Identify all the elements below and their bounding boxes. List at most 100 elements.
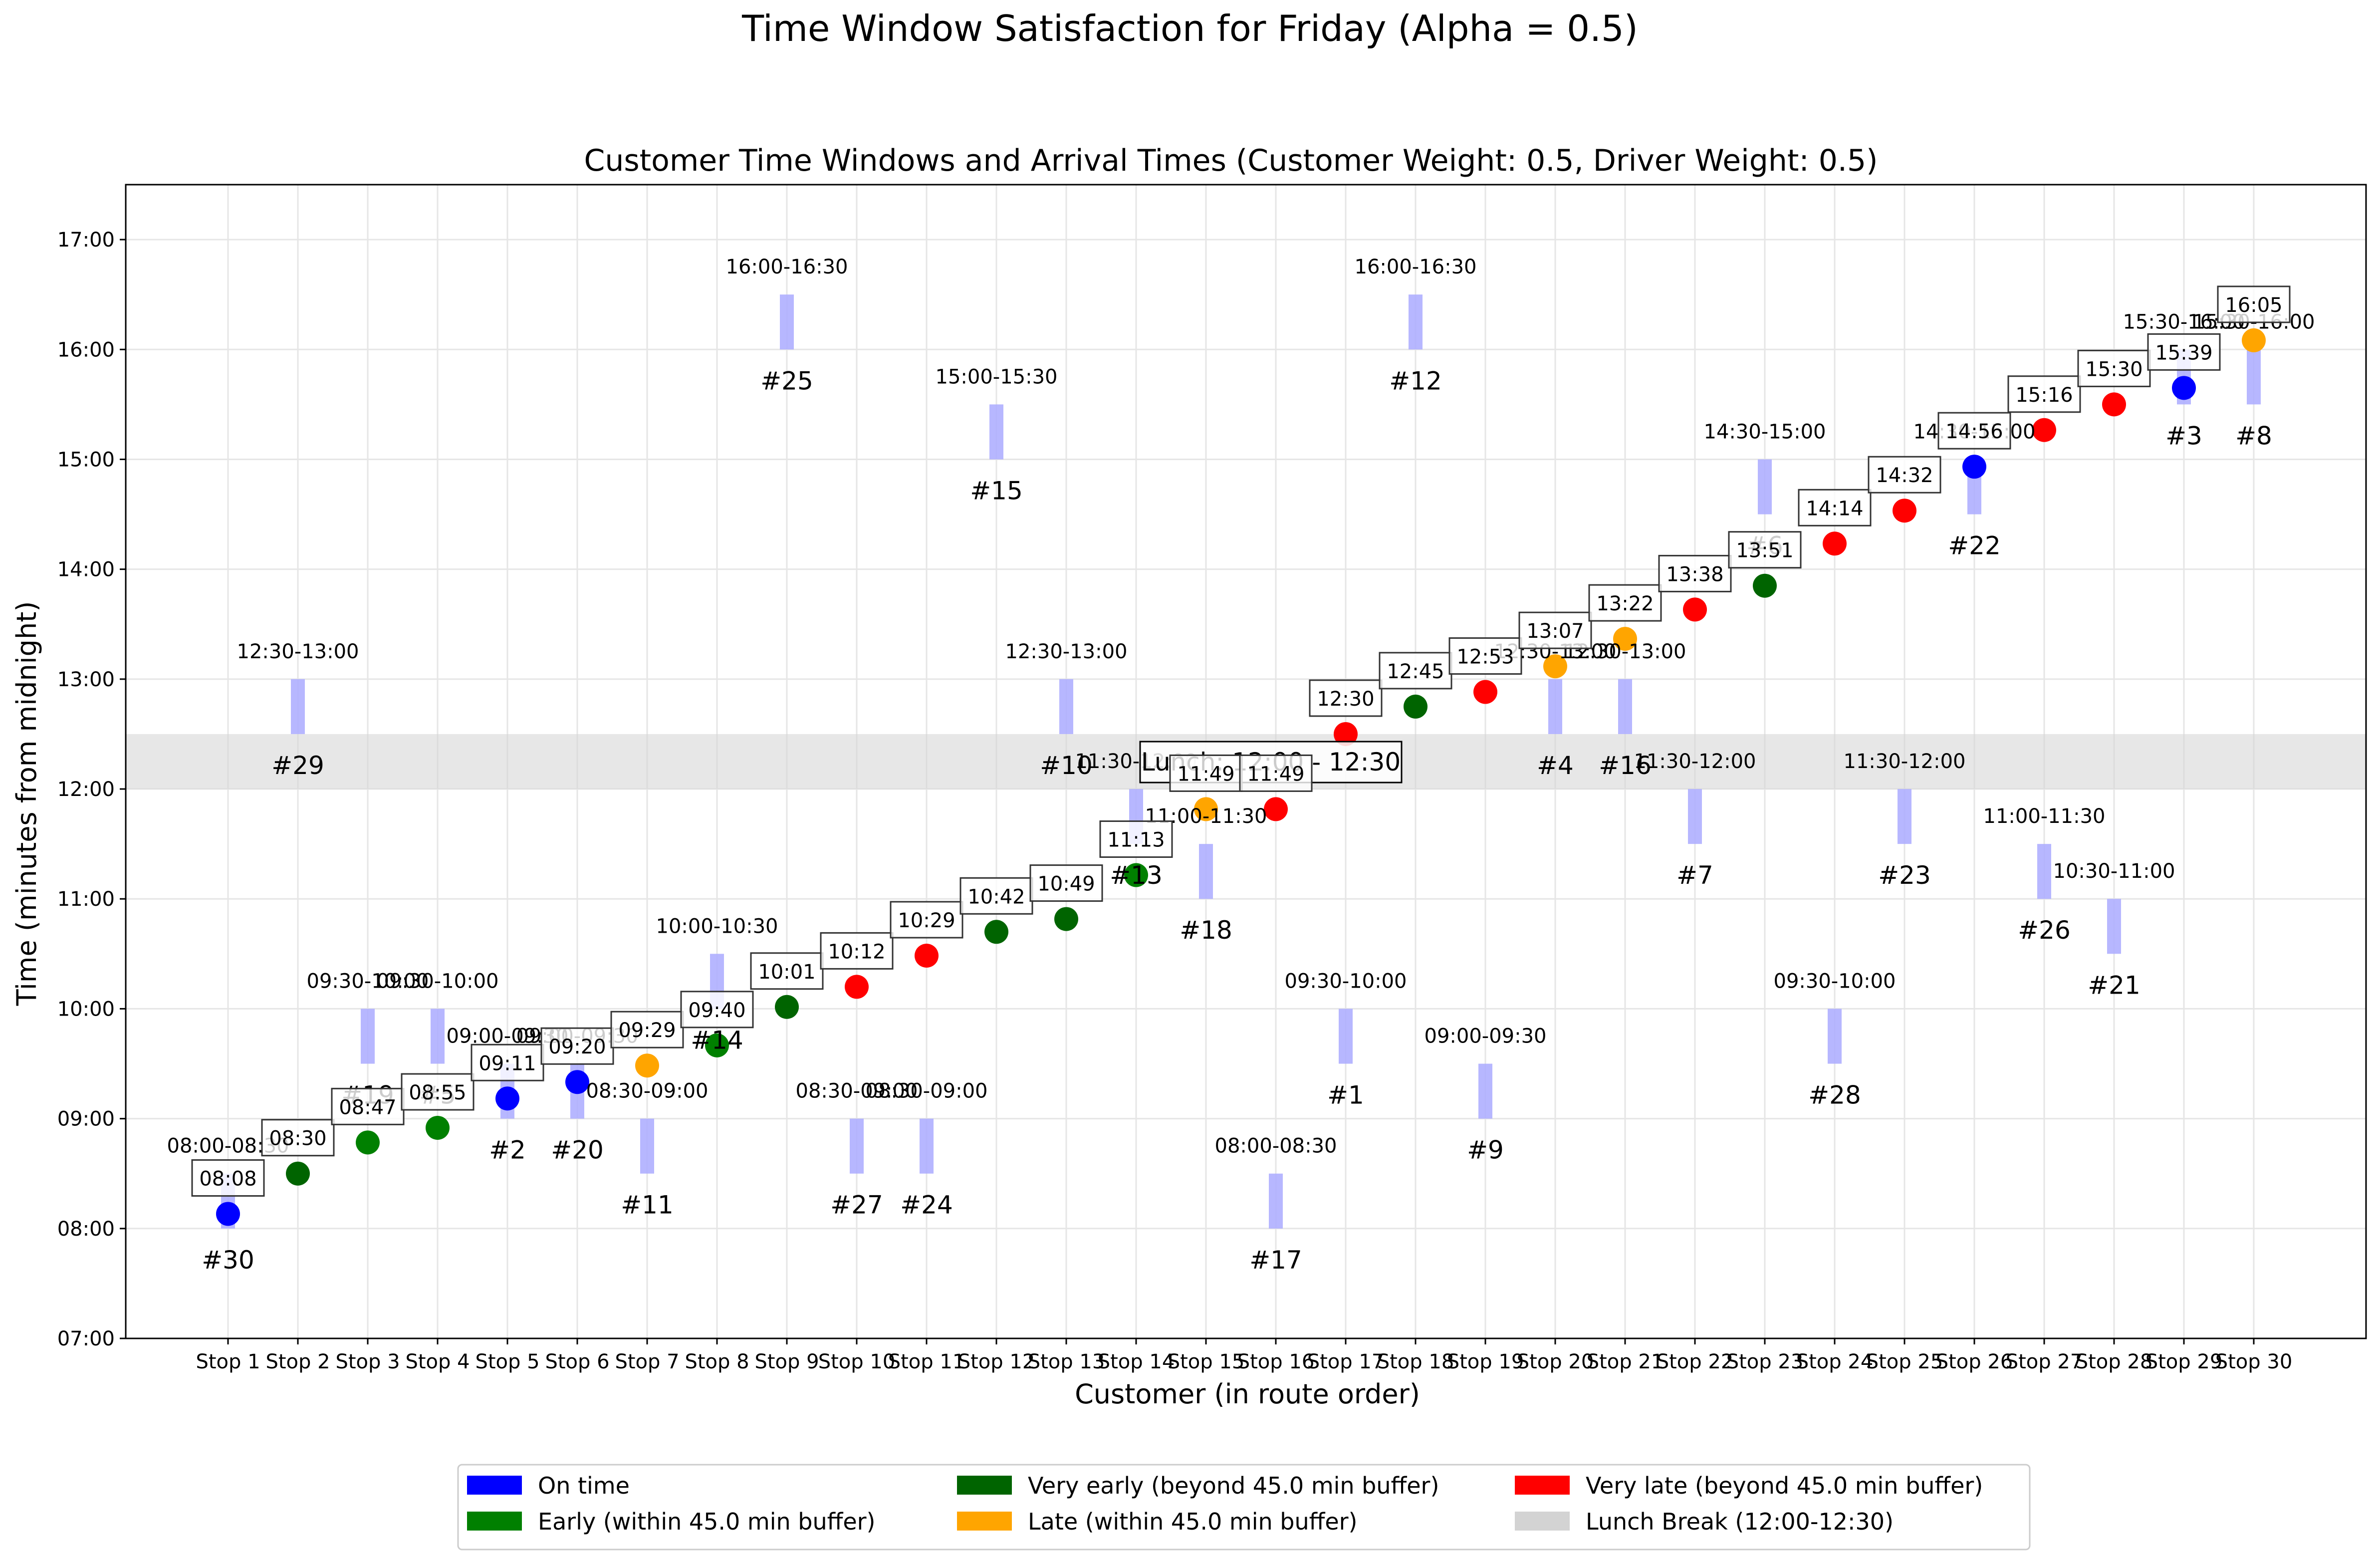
y-tick-label: 08:00 bbox=[57, 1218, 115, 1241]
arrival-label-box bbox=[1379, 652, 1452, 690]
y-tick-label: 12:00 bbox=[57, 778, 115, 801]
arrival-label-box bbox=[1588, 584, 1662, 622]
arrival-point bbox=[1124, 863, 1148, 887]
time-window-bar bbox=[640, 1118, 654, 1174]
time-window-label: 16:00-16:30 bbox=[726, 256, 848, 278]
customer-label: #29 bbox=[271, 751, 324, 780]
customer-label: #4 bbox=[1537, 751, 1574, 780]
arrival-time-label: 11:49 bbox=[1247, 763, 1304, 785]
customer-label: #22 bbox=[1948, 531, 2001, 560]
time-window-bar bbox=[1339, 1009, 1353, 1064]
customer-label: #16 bbox=[1599, 751, 1652, 780]
arrival-time-label: 11:49 bbox=[1177, 763, 1234, 785]
x-tick-label: Stop 16 bbox=[1237, 1350, 1315, 1373]
arrival-time-label: 11:13 bbox=[1107, 829, 1165, 852]
arrival-label-box bbox=[401, 1073, 475, 1111]
arrival-point bbox=[1613, 627, 1637, 651]
arrival-point-layer bbox=[216, 328, 2266, 1226]
time-window-bar bbox=[1898, 789, 1911, 844]
time-window-bar bbox=[1828, 1009, 1842, 1064]
arrival-point bbox=[565, 1070, 589, 1094]
x-tick-label: Stop 8 bbox=[685, 1350, 749, 1373]
x-tick-label: Stop 15 bbox=[1168, 1350, 1245, 1373]
customer-label: #11 bbox=[621, 1191, 674, 1220]
legend-label: On time bbox=[538, 1472, 630, 1499]
arrival-time-label: 09:11 bbox=[478, 1052, 536, 1075]
arrival-label-box bbox=[1239, 754, 1313, 792]
time-window-label: 08:30-09:00 bbox=[586, 1080, 709, 1103]
x-tick-label: Stop 6 bbox=[545, 1350, 609, 1373]
arrival-label-box bbox=[820, 932, 894, 970]
time-window-label: 09:30-10:00 bbox=[377, 970, 499, 993]
customer-label: #18 bbox=[1180, 916, 1232, 945]
customer-label: #7 bbox=[1676, 861, 1713, 890]
arrival-time-label: 08:55 bbox=[409, 1081, 466, 1104]
x-tick-label: Stop 19 bbox=[1447, 1350, 1524, 1373]
legend-label: Very early (beyond 45.0 min buffer) bbox=[1028, 1472, 1439, 1499]
time-window-label: 10:00-10:30 bbox=[656, 915, 778, 938]
x-tick-label: Stop 9 bbox=[754, 1350, 819, 1373]
arrival-time-label: 15:30 bbox=[2085, 358, 2142, 381]
time-window-label: 11:30-12:00 bbox=[1844, 750, 1966, 773]
label-layer: 08:00-08:30 #30 12:30-13:00 #29 09:30-10:00 #… bbox=[167, 256, 2315, 1275]
arrival-point bbox=[426, 1115, 450, 1140]
arrival-time-label: 13:07 bbox=[1526, 620, 1584, 643]
time-window-label: 09:30-10:00 bbox=[307, 970, 429, 993]
x-tick-label: Stop 24 bbox=[1796, 1350, 1874, 1373]
arrival-point bbox=[1054, 907, 1078, 931]
x-tick-label: Stop 11 bbox=[888, 1350, 965, 1373]
arrival-time-label: 10:01 bbox=[758, 961, 815, 984]
arrival-point bbox=[216, 1202, 240, 1226]
arrival-label-box bbox=[1448, 637, 1522, 675]
arrival-time-label: 13:38 bbox=[1666, 563, 1723, 586]
x-tick-label: Stop 1 bbox=[196, 1350, 260, 1373]
arrival-point bbox=[705, 1033, 729, 1057]
arrival-time-label: 13:51 bbox=[1736, 539, 1793, 562]
legend-label: Early (within 45.0 min buffer) bbox=[538, 1508, 876, 1535]
arrival-point bbox=[775, 995, 799, 1019]
arrival-label-box bbox=[540, 1027, 614, 1065]
time-window-bar bbox=[2037, 844, 2051, 899]
x-tick-label: Stop 28 bbox=[2076, 1350, 2153, 1373]
y-tick-label: 13:00 bbox=[57, 668, 115, 691]
arrival-time-label: 12:53 bbox=[1456, 646, 1514, 669]
y-axis-label: Time (minutes from midnight) bbox=[11, 601, 42, 1007]
arrival-label-box bbox=[1309, 679, 1383, 717]
arrival-label-box bbox=[261, 1119, 335, 1157]
x-tick-label: Stop 10 bbox=[818, 1350, 896, 1373]
legend-swatch bbox=[1515, 1476, 1570, 1495]
x-tick-label: Stop 25 bbox=[1866, 1350, 1943, 1373]
arrival-point bbox=[356, 1130, 380, 1155]
customer-label: #13 bbox=[1110, 861, 1163, 890]
x-tick-label: Stop 12 bbox=[958, 1350, 1035, 1373]
time-window-bar bbox=[1688, 789, 1702, 844]
arrival-point bbox=[1334, 722, 1358, 746]
arrival-point bbox=[984, 920, 1008, 944]
x-tick-label: Stop 5 bbox=[475, 1350, 539, 1373]
arrival-time-label: 12:45 bbox=[1387, 660, 1444, 683]
x-tick-label: Stop 13 bbox=[1028, 1350, 1105, 1373]
time-window-bar bbox=[1059, 679, 1073, 734]
arrival-time-label: 10:42 bbox=[967, 885, 1025, 908]
customer-label: #12 bbox=[1389, 366, 1442, 395]
legend-swatch bbox=[957, 1476, 1012, 1495]
time-window-bar bbox=[1618, 679, 1632, 734]
arrival-time-label: 08:30 bbox=[269, 1127, 326, 1150]
x-axis-label: Customer (in route order) bbox=[1075, 1378, 1420, 1410]
arrival-label-box bbox=[2217, 285, 2291, 323]
y-tick-label: 09:00 bbox=[57, 1108, 115, 1131]
time-window-label: 11:00-11:30 bbox=[1983, 805, 2106, 828]
x-tick-label: Stop 7 bbox=[615, 1350, 679, 1373]
x-tick-label: Stop 18 bbox=[1377, 1350, 1454, 1373]
x-tick-label: Stop 4 bbox=[405, 1350, 470, 1373]
arrival-time-label: 14:32 bbox=[1876, 464, 1933, 487]
y-tick-label: 10:00 bbox=[57, 998, 115, 1021]
x-tick-label: Stop 22 bbox=[1657, 1350, 1734, 1373]
arrival-label-box bbox=[2147, 333, 2221, 371]
arrival-point bbox=[1404, 694, 1428, 719]
time-window-label: 08:30-09:00 bbox=[796, 1080, 918, 1103]
legend-frame bbox=[457, 1464, 2031, 1551]
arrival-point bbox=[1962, 455, 1986, 479]
arrival-time-label: 10:12 bbox=[828, 940, 885, 963]
time-window-bar bbox=[989, 404, 1003, 460]
